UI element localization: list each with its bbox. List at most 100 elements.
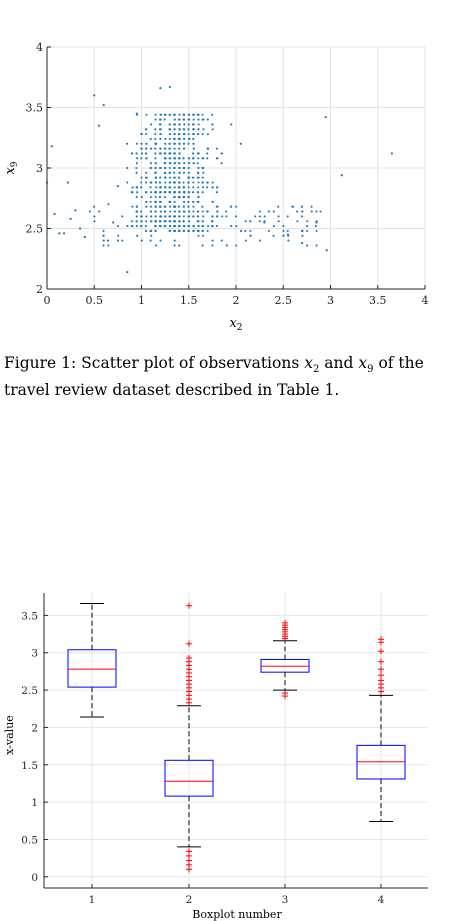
- scatter-point: [158, 181, 162, 184]
- scatter-point: [144, 128, 147, 131]
- scatter-plot: 0 0.5 1 1.5 2 2.5 3 3.5 4 2 2.5 3 3.5 4 x2 x9: [3, 41, 429, 333]
- scatter-point: [168, 162, 172, 165]
- scatter-point: [277, 205, 280, 208]
- scatter-point: [173, 205, 176, 208]
- scatter-point: [192, 186, 195, 189]
- scatter-point: [183, 128, 186, 131]
- scatter-point: [187, 123, 190, 126]
- boxplot-y-tick-label: 3: [31, 648, 38, 660]
- scatter-x-tick-label: 2.5: [275, 294, 293, 307]
- scatter-point: [154, 133, 157, 136]
- scatter-point: [178, 229, 181, 232]
- scatter-point: [310, 210, 313, 213]
- scatter-point: [163, 171, 166, 174]
- scatter-point: [173, 128, 176, 131]
- scatter-point: [145, 157, 148, 160]
- scatter-point: [83, 235, 86, 239]
- scatter-point: [197, 195, 200, 199]
- scatter-point: [192, 118, 195, 121]
- scatter-point: [149, 210, 153, 213]
- scatter-point: [178, 186, 181, 189]
- scatter-point: [154, 171, 157, 174]
- scatter-point: [169, 191, 172, 194]
- scatter-point: [154, 176, 157, 179]
- scatter-point: [173, 157, 177, 160]
- scatter-point: [173, 118, 176, 121]
- scatter-point: [102, 244, 105, 247]
- scatter-point: [145, 176, 148, 179]
- scatter-point: [187, 113, 191, 116]
- boxplot-box-2: [164, 602, 214, 873]
- scatter-point: [272, 225, 275, 228]
- scatter-point: [183, 142, 186, 145]
- scatter-point: [306, 244, 309, 247]
- scatter-point: [177, 133, 181, 136]
- scatter-point: [202, 157, 205, 160]
- scatter-y-axis-label: x9: [3, 161, 20, 174]
- scatter-point: [145, 147, 148, 150]
- scatter-point: [154, 210, 157, 213]
- scatter-point: [182, 181, 185, 184]
- scatter-point: [140, 181, 143, 184]
- boxplot-y-tick-label: 1.5: [21, 760, 38, 772]
- scatter-point: [149, 200, 152, 203]
- scatter-point: [145, 200, 148, 203]
- scatter-point: [244, 229, 247, 232]
- scatter-point: [306, 225, 309, 228]
- scatter-point: [149, 186, 152, 189]
- scatter-point: [210, 113, 214, 116]
- scatter-point: [154, 152, 157, 155]
- scatter-point: [135, 152, 138, 155]
- scatter-point: [240, 229, 243, 232]
- scatter-point: [258, 210, 261, 213]
- boxplot-y-tick-label: 1: [31, 797, 38, 809]
- scatter-point: [159, 210, 162, 213]
- boxplot-y-tick-label: 0.5: [21, 834, 38, 846]
- scatter-point: [282, 229, 285, 232]
- scatter-point: [196, 171, 200, 174]
- scatter-point: [159, 205, 162, 208]
- scatter-point: [225, 244, 228, 247]
- scatter-point: [286, 229, 289, 232]
- scatter-point: [116, 225, 120, 228]
- scatter-point: [144, 152, 148, 155]
- scatter-point: [140, 215, 143, 218]
- scatter-point: [197, 123, 200, 126]
- scatter-x-tick-label: 0.5: [86, 294, 104, 307]
- scatter-point: [192, 200, 195, 203]
- scatter-point: [130, 191, 133, 194]
- boxplot-x-tick-label: 4: [378, 894, 385, 906]
- scatter-point: [164, 176, 167, 179]
- boxplot-y-axis-label: x-value: [3, 715, 16, 755]
- scatter-point: [315, 244, 318, 247]
- scatter-point: [154, 215, 157, 218]
- scatter-point: [301, 229, 304, 232]
- scatter-point: [98, 210, 101, 213]
- scatter-point: [159, 215, 162, 218]
- scatter-point: [140, 225, 143, 228]
- scatter-point: [267, 229, 270, 232]
- scatter-point: [216, 157, 219, 160]
- scatter-point: [192, 147, 195, 150]
- scatter-x-tick-label: 3.5: [369, 294, 387, 307]
- scatter-point: [244, 220, 247, 223]
- boxplot-x-tick-label: 2: [186, 894, 193, 906]
- scatter-point: [173, 133, 176, 136]
- scatter-point: [192, 215, 195, 218]
- scatter-point: [187, 176, 190, 179]
- scatter-point: [178, 118, 181, 121]
- scatter-point: [149, 181, 152, 184]
- scatter-point: [201, 210, 204, 213]
- scatter-point: [164, 225, 167, 228]
- boxplot-x-tick-label: 1: [89, 894, 96, 906]
- boxplot-outlier: [282, 690, 288, 697]
- scatter-point: [187, 171, 190, 174]
- scatter-point: [182, 147, 185, 150]
- scatter-point: [296, 220, 299, 223]
- scatter-point: [149, 220, 153, 223]
- scatter-point: [178, 171, 181, 174]
- scatter-point: [93, 220, 96, 223]
- scatter-point: [206, 181, 209, 184]
- scatter-point: [158, 220, 162, 223]
- scatter-point: [121, 239, 124, 242]
